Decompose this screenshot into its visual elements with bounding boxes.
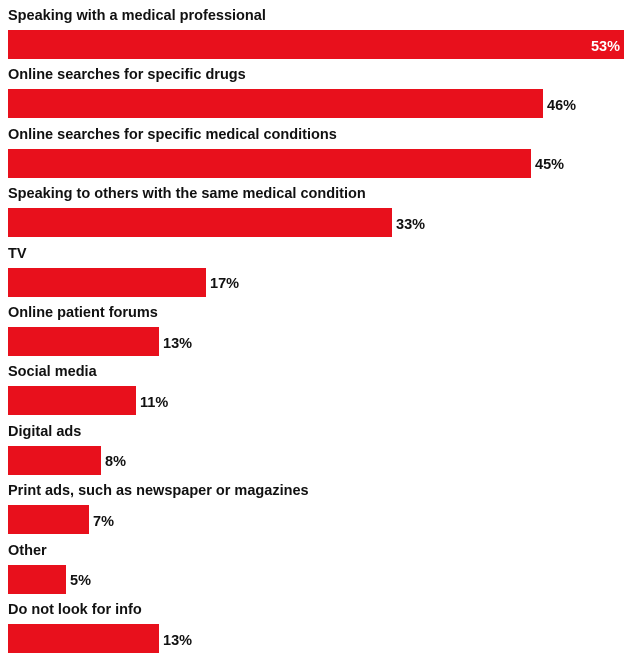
category-label: Online patient forums xyxy=(8,305,158,321)
category-label: Digital ads xyxy=(8,423,82,440)
bar xyxy=(8,624,159,653)
bar xyxy=(8,208,392,238)
category-label: Online searches for specific drugs xyxy=(8,67,246,84)
value-label: 53% xyxy=(590,38,620,55)
value-label: 46% xyxy=(547,97,577,114)
value-label: 13% xyxy=(163,335,193,352)
category-label: Print ads, such as newspaper or magazine… xyxy=(8,483,309,500)
value-label: 17% xyxy=(210,276,240,293)
bar xyxy=(8,564,66,594)
category-label: Speaking to others with the same medical… xyxy=(8,186,366,203)
bar xyxy=(8,89,543,119)
bar xyxy=(8,386,136,416)
value-label: 45% xyxy=(535,157,565,174)
value-label: 7% xyxy=(93,513,114,530)
category-label: Do not look for info xyxy=(8,602,142,618)
bar xyxy=(8,445,101,475)
value-label: 8% xyxy=(105,454,126,471)
value-label: 33% xyxy=(396,216,426,233)
category-label: Speaking with a medical professional xyxy=(8,8,266,24)
bar xyxy=(8,148,531,178)
bar xyxy=(8,327,159,356)
value-label: 13% xyxy=(163,632,193,649)
category-label: Online searches for specific medical con… xyxy=(8,126,337,143)
category-label: Other xyxy=(8,542,47,559)
bar xyxy=(8,30,624,59)
value-label: 5% xyxy=(70,573,91,590)
value-label: 11% xyxy=(140,394,169,411)
bar xyxy=(8,505,89,535)
bar xyxy=(8,267,206,297)
category-label: Social media xyxy=(8,364,97,381)
category-label: TV xyxy=(8,245,27,262)
